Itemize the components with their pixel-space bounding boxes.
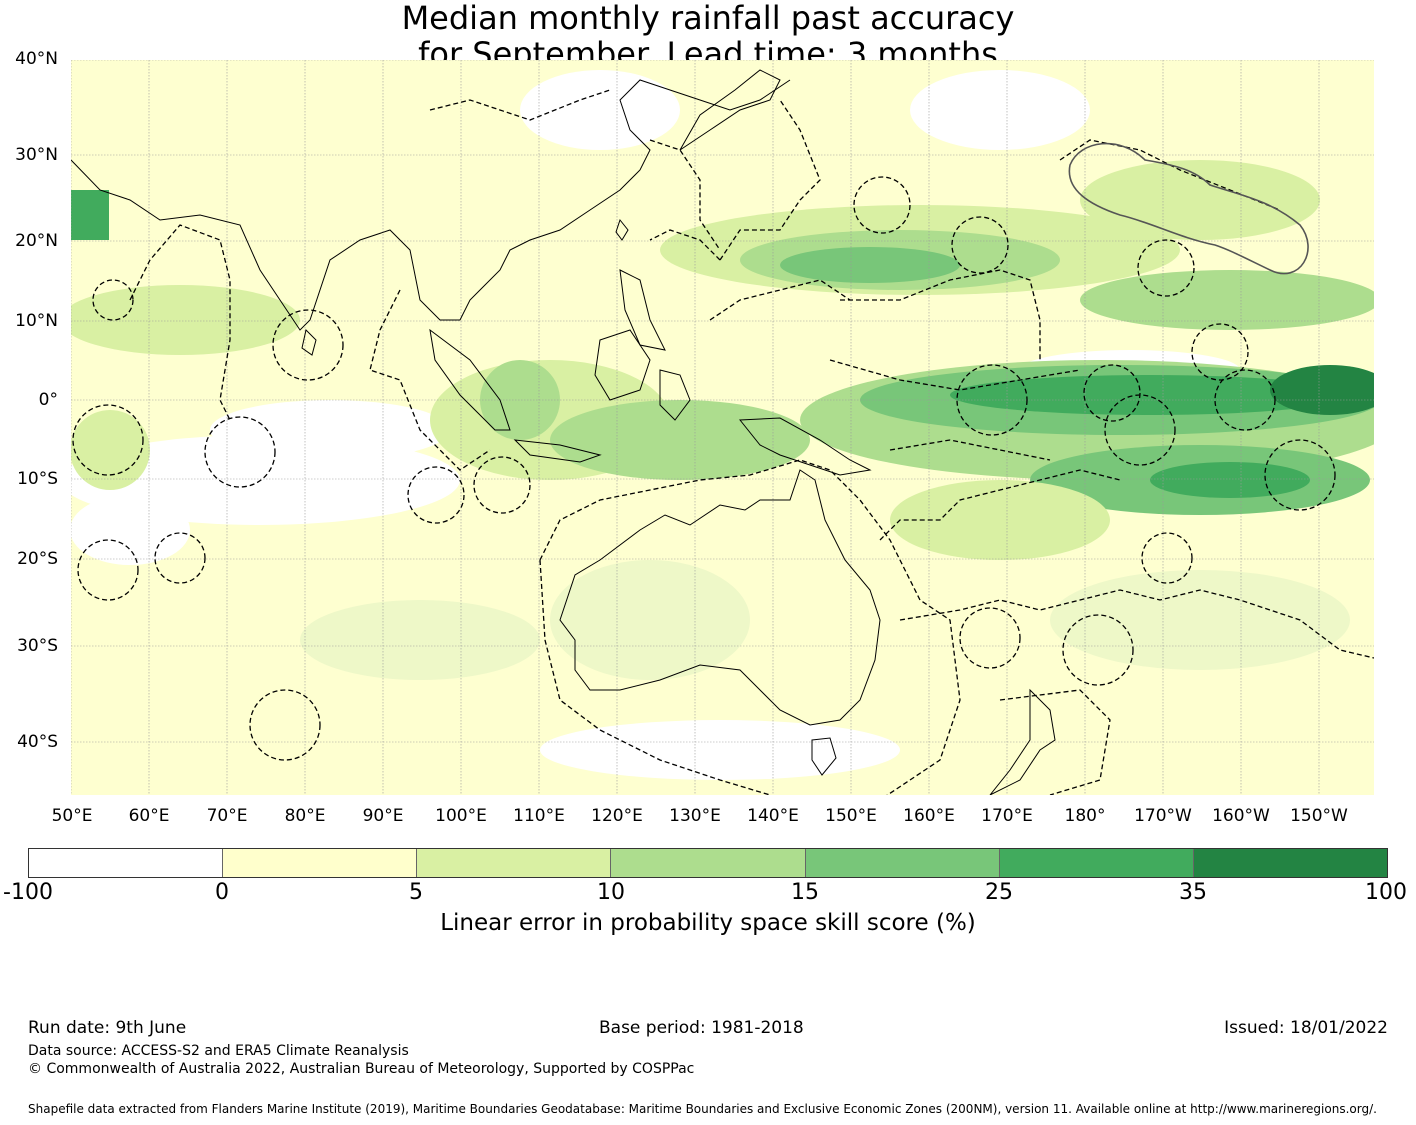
sumatra-outline (429, 328, 511, 431)
lat-label-20n: 20°N (15, 231, 58, 251)
lat-label-30s: 30°S (17, 636, 58, 656)
lon-label-180: 180° (1064, 806, 1106, 826)
lat-label-30n: 30°N (15, 145, 58, 165)
lon-label-170w: 170°W (1134, 806, 1192, 826)
lon-label-80e: 80°E (284, 806, 326, 826)
sulawesi-outline (659, 369, 691, 421)
map-title-line1: Median monthly rainfall past accuracy (401, 0, 1015, 37)
lon-label-160w: 160°W (1212, 806, 1270, 826)
colorbar-label: Linear error in probability space skill … (440, 910, 976, 936)
lat-label-0: 0° (38, 390, 58, 410)
lon-label-70e: 70°E (206, 806, 248, 826)
java-outline (513, 439, 602, 463)
lat-label-10s: 10°S (17, 469, 58, 489)
copyright: © Commonwealth of Australia 2022, Austra… (28, 1061, 695, 1077)
borneo-outline (594, 329, 651, 401)
lon-label-140e: 140°E (747, 806, 799, 826)
base-period: Base period: 1981-2018 (599, 1018, 804, 1038)
shapefile-credit: Shapefile data extracted from Flanders M… (28, 1102, 1377, 1116)
australia-outline (559, 469, 881, 726)
lat-label-40s: 40°S (17, 732, 58, 752)
colorbar-segment (611, 849, 806, 877)
skill-score-map (71, 60, 1374, 795)
lon-label-60e: 60°E (128, 806, 170, 826)
lat-label-10n: 10°N (15, 311, 58, 331)
data-source: Data source: ACCESS-S2 and ERA5 Climate … (28, 1043, 409, 1059)
graticule (71, 60, 1374, 795)
sri-lanka-outline (301, 329, 317, 356)
colorbar-tick-label: 25 (985, 880, 1013, 905)
skill-shading (71, 60, 1374, 795)
colorbar-segment (223, 849, 418, 877)
lon-label-100e: 100°E (435, 806, 487, 826)
eez-boundaries (72, 89, 1374, 795)
philippines-outline (619, 269, 666, 351)
colorbar-tick-label: 10 (597, 880, 625, 905)
colorbar-tick-label: 0 (215, 880, 229, 905)
colorbar-tick-label: 100 (1365, 880, 1407, 905)
hawaii-region-outline (1068, 142, 1309, 275)
lat-label-40n: 40°N (15, 49, 58, 69)
lon-label-150e: 150°E (825, 806, 877, 826)
lon-label-170e: 170°E (981, 806, 1033, 826)
new-guinea-outline (738, 417, 872, 476)
lon-label-50e: 50°E (51, 806, 93, 826)
lon-label-90e: 90°E (362, 806, 404, 826)
tasmania-outline (811, 737, 837, 776)
japan-outline (679, 69, 781, 151)
lon-label-150w: 150°W (1290, 806, 1348, 826)
colorbar-tick-label: -100 (3, 880, 53, 905)
lon-label-120e: 120°E (591, 806, 643, 826)
new-zealand-outline (989, 688, 1056, 795)
issued-date: Issued: 18/01/2022 (1224, 1018, 1388, 1038)
colorbar-segment (1193, 849, 1387, 877)
lon-label-160e: 160°E (903, 806, 955, 826)
coastlines (71, 69, 1056, 795)
colorbar-segment (417, 849, 612, 877)
colorbar-tick-label: 35 (1179, 880, 1207, 905)
lat-label-20s: 20°S (17, 549, 58, 569)
colorbar-segment (999, 849, 1194, 877)
colorbar (28, 848, 1388, 878)
colorbar-segment (805, 849, 1000, 877)
run-date: Run date: 9th June (28, 1018, 187, 1038)
lon-label-130e: 130°E (669, 806, 721, 826)
colorbar-tick-label: 15 (791, 880, 819, 905)
colorbar-segment (29, 849, 224, 877)
asia-coastline (71, 79, 791, 331)
lon-label-110e: 110°E (513, 806, 565, 826)
colorbar-tick-label: 5 (409, 880, 423, 905)
taiwan-outline (615, 218, 629, 241)
